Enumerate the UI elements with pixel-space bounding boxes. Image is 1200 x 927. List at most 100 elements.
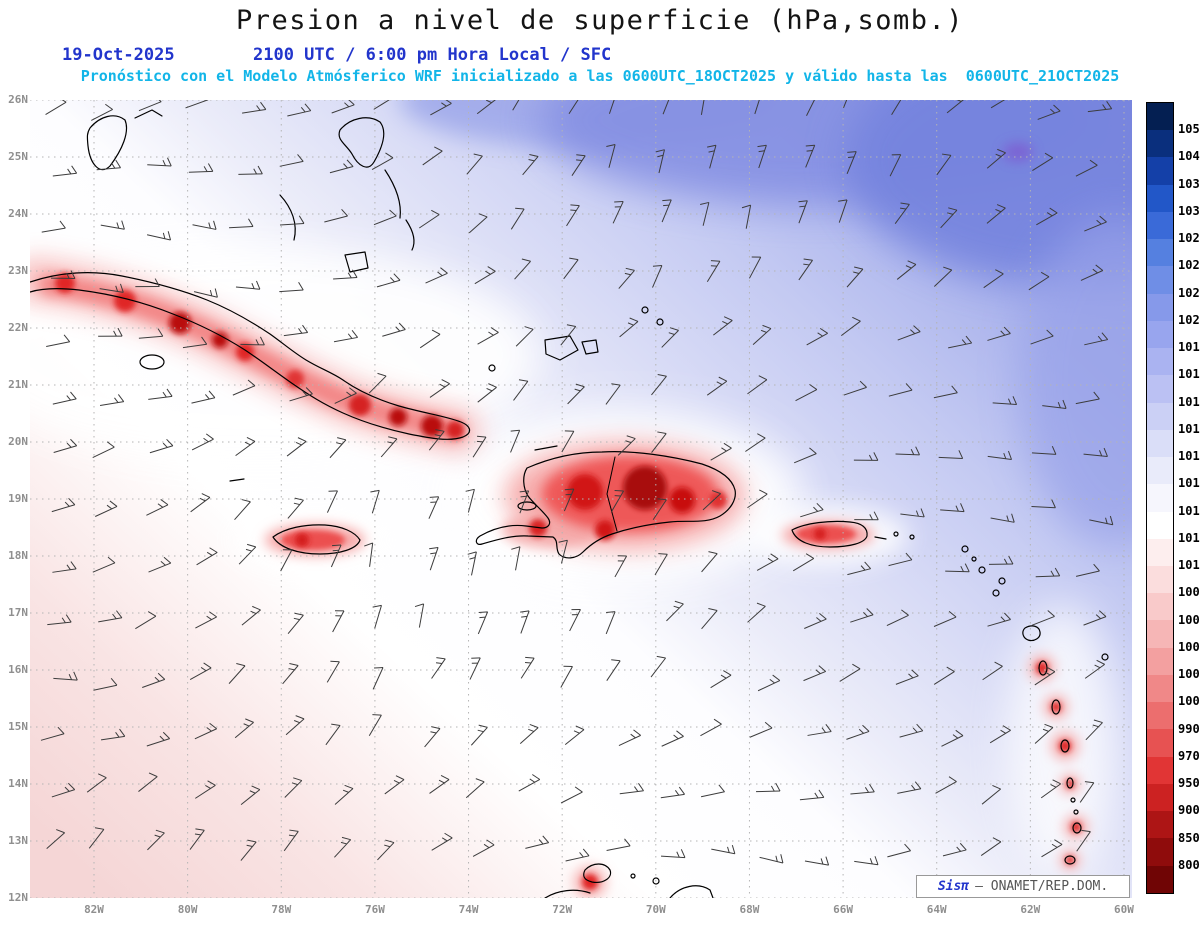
lon-tick-label: 60W [1114, 903, 1134, 916]
colorbar-value-label: 1040 [1178, 149, 1200, 164]
colorbar-cell [1147, 239, 1173, 267]
colorbar-cell [1147, 729, 1173, 757]
lat-tick-label: 22N [8, 321, 28, 334]
valid-date: 19-Oct-2025 [62, 45, 175, 65]
colorbar-cell [1147, 702, 1173, 730]
lon-tick-label: 66W [833, 903, 854, 916]
lat-tick-label: 25N [8, 150, 28, 163]
colorbar-cell [1147, 293, 1173, 321]
lon-tick-label: 62W [1020, 903, 1041, 916]
lesser-antilles-coastlines [909, 534, 1109, 865]
lon-tick-label: 74W [458, 903, 479, 916]
colorbar-value-label: 970 [1178, 748, 1200, 763]
lon-tick-label: 68W [739, 903, 760, 916]
colorbar-cell [1147, 674, 1173, 703]
sis-logo: Sisπ [937, 879, 970, 894]
lat-tick-label: 17N [8, 606, 28, 619]
island-coastlines [30, 109, 1109, 898]
colorbar-value-label: 1030 [1178, 203, 1200, 218]
pressure-map [30, 100, 1132, 898]
colorbar-value-label: 1017 [1178, 394, 1200, 409]
lat-tick-label: 24N [8, 207, 28, 220]
south-caribbean-coastlines [544, 863, 714, 898]
colorbar-value-label: 950 [1178, 776, 1200, 791]
colorbar-value-label: 1018 [1178, 367, 1200, 382]
colorbar-cell [1147, 511, 1173, 539]
lat-tick-label: 15N [8, 720, 28, 733]
lat-tick-label: 19N [8, 492, 28, 505]
lat-tick-label: 12N [8, 891, 28, 904]
colorbar-value-label: 1006 [1178, 612, 1200, 627]
lat-tick-label: 13N [8, 834, 28, 847]
colorbar-cell [1147, 211, 1173, 240]
colorbar-cells [1147, 103, 1173, 893]
colorbar-cell [1147, 647, 1173, 675]
puerto-rico-coastline [791, 520, 868, 548]
colorbar-value-label: 800 [1178, 857, 1200, 872]
colorbar-cell [1147, 402, 1173, 430]
colorbar-value-label: 1025 [1178, 258, 1200, 273]
colorbar-cell [1147, 811, 1173, 839]
colorbar-value-label: 1019 [1178, 340, 1200, 355]
jamaica-coastline [272, 524, 361, 555]
lat-tick-label: 14N [8, 777, 28, 790]
colorbar-cell [1147, 157, 1173, 185]
colorbar-cell [1147, 484, 1173, 512]
lon-tick-label: 80W [177, 903, 198, 916]
lat-lon-gridlines [30, 100, 1132, 898]
colorbar-cell [1147, 266, 1173, 294]
colorbar-cell [1147, 838, 1173, 866]
colorbar-cell [1147, 184, 1173, 212]
colorbar-cell [1147, 756, 1173, 784]
colorbar-cell [1147, 457, 1173, 485]
model-init-line: Pronóstico con el Modelo Atmósferico WRF… [80, 67, 1120, 85]
lat-tick-label: 20N [8, 435, 28, 448]
page-title: Presion a nivel de superficie (hPa,somb.… [236, 5, 964, 36]
credit-text: – ONAMET/REP.DOM. [975, 879, 1109, 894]
lon-tick-label: 82W [84, 903, 104, 916]
colorbar-cell [1147, 593, 1173, 621]
colorbar-cell [1147, 620, 1173, 648]
colorbar-value-label: 1016 [1178, 421, 1200, 436]
hispaniola-coastline [475, 451, 736, 559]
bahamas-coastlines [86, 115, 128, 171]
high-pressure-shading [400, 100, 1132, 545]
lon-tick-label: 76W [364, 903, 385, 916]
colorbar-value-label: 1000 [1178, 694, 1200, 709]
lat-tick-label: 21N [8, 378, 28, 391]
colorbar-value-label: 990 [1178, 721, 1200, 736]
colorbar-value-label: 1015 [1178, 449, 1200, 464]
colorbar-value-label: 1010 [1178, 558, 1200, 573]
colorbar-cell [1147, 103, 1173, 131]
lat-tick-label: 23N [8, 264, 28, 277]
colorbar-value-label: 1014 [1178, 476, 1200, 491]
colorbar-value-label: 1050 [1178, 122, 1200, 137]
pressure-colorbar [1146, 102, 1174, 894]
lon-tick-label: 64W [926, 903, 947, 916]
colorbar-value-label: 1012 [1178, 530, 1200, 545]
colorbar-cell [1147, 865, 1173, 893]
colorbar-cell [1147, 538, 1173, 566]
colorbar-value-label: 1008 [1178, 585, 1200, 600]
colorbar-cell [1147, 348, 1173, 376]
colorbar-value-label: 1004 [1178, 639, 1200, 654]
lat-tick-label: 18N [8, 549, 28, 562]
colorbar-value-label: 900 [1178, 803, 1200, 818]
colorbar-cell [1147, 783, 1173, 812]
cuba-coastline [30, 272, 471, 440]
colorbar-cell [1147, 130, 1173, 158]
colorbar-value-label: 1013 [1178, 503, 1200, 518]
lat-tick-label: 16N [8, 663, 28, 676]
colorbar-value-label: 1035 [1178, 176, 1200, 191]
lon-tick-label: 78W [271, 903, 292, 916]
colorbar-cell [1147, 429, 1173, 458]
valid-time: 2100 UTC / 6:00 pm Hora Local / SFC [253, 45, 612, 65]
lon-tick-label: 70W [645, 903, 666, 916]
lat-tick-label: 26N [8, 93, 28, 106]
credit-box: Sisπ – ONAMET/REP.DOM. [916, 875, 1130, 898]
colorbar-value-label: 1022 [1178, 285, 1200, 300]
colorbar-value-label: 1002 [1178, 667, 1200, 682]
wind-barbs [40, 100, 1114, 866]
colorbar-cell [1147, 565, 1173, 594]
